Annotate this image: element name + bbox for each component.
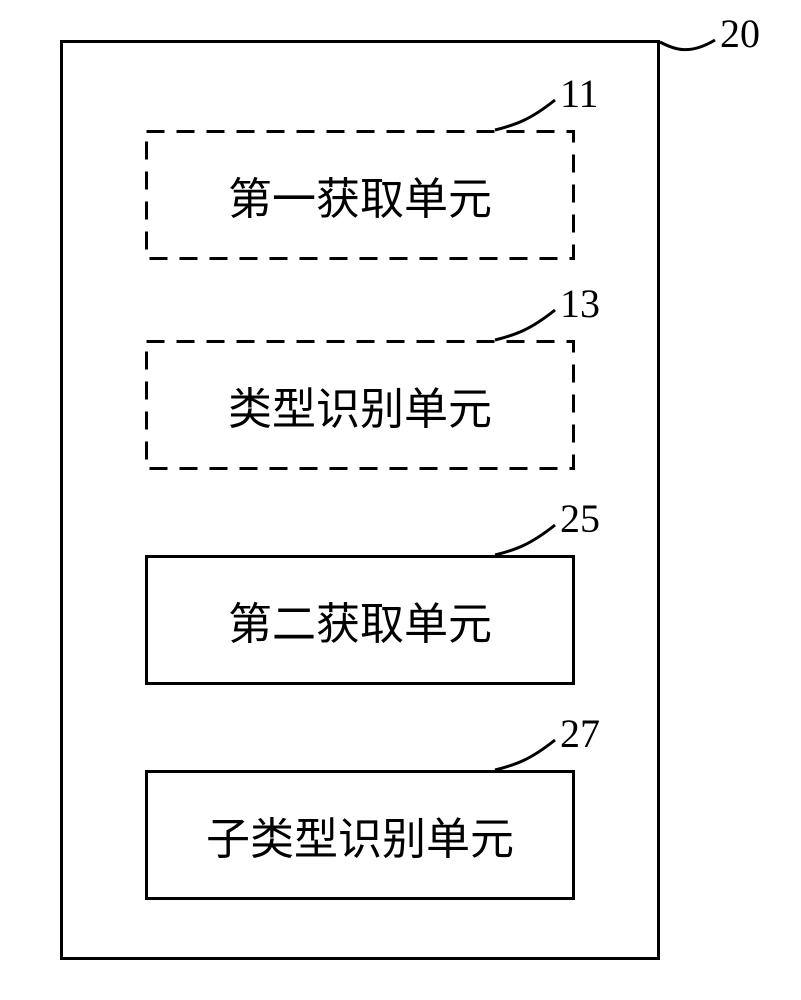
diagram-canvas: 20 第一获取单元 11 类型识别单元 13 第二获取单元 25 子类型识别单元… (0, 0, 801, 1000)
subtype-recognition-unit-ref-label: 27 (560, 710, 600, 757)
subtype-recognition-unit-ref-leader (0, 0, 801, 1000)
